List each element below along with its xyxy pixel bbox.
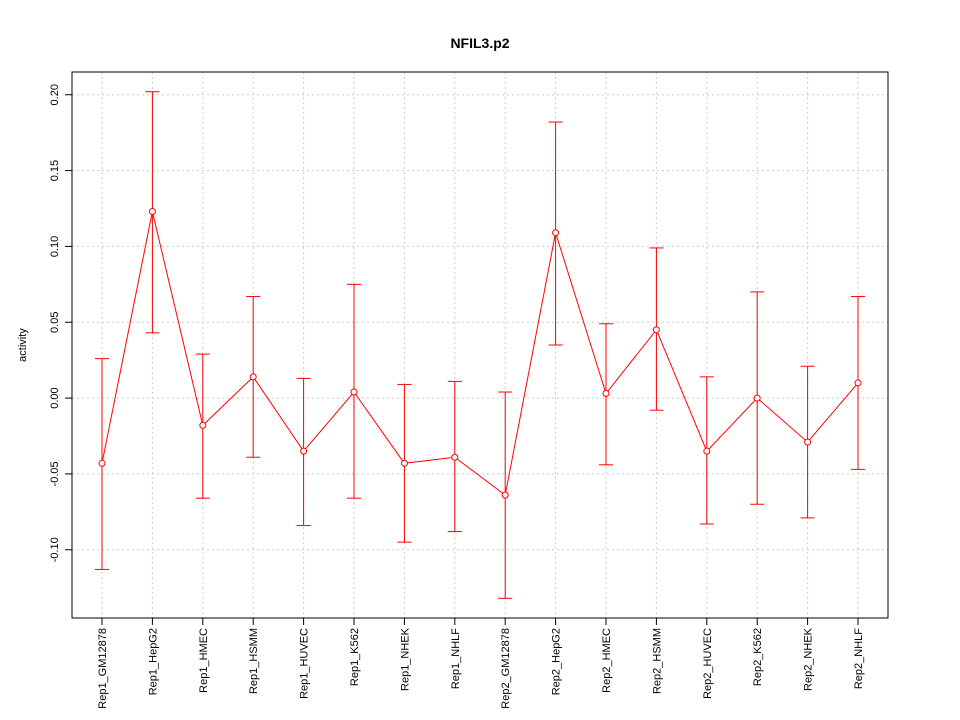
x-tick-label: Rep1_GM12878 [97, 628, 109, 709]
x-tick-label: Rep1_NHEK [399, 627, 411, 691]
x-tick-label: Rep2_HMEC [601, 628, 613, 693]
data-point [602, 390, 610, 398]
x-tick-label: Rep1_NHLF [450, 628, 462, 689]
x-tick-label: Rep1_HUVEC [299, 628, 311, 699]
data-point [753, 394, 761, 402]
x-tick-label: Rep1_K562 [349, 628, 361, 686]
data-point [249, 373, 257, 381]
grid [72, 72, 888, 618]
x-tick-label: Rep2_HSMM [651, 628, 663, 694]
y-tick-label: -0.05 [49, 461, 61, 486]
data-point [501, 491, 509, 499]
x-tick-label: Rep2_K562 [752, 628, 764, 686]
x-tick-label: Rep2_GM12878 [500, 628, 512, 709]
series-line [101, 211, 859, 497]
y-tick-label: 0.05 [49, 312, 61, 333]
data-point [804, 438, 812, 446]
x-tick-label: Rep2_HUVEC [702, 628, 714, 699]
x-tick-label: Rep1_HSMM [248, 628, 260, 694]
y-axis-label: activity [17, 328, 29, 362]
x-axis: Rep1_GM12878 Rep1_HepG2 Rep1_HMEC Rep1_HSMM… [97, 618, 865, 709]
y-tick-label: -0.10 [49, 537, 61, 562]
x-tick-label: Rep1_HepG2 [147, 628, 159, 695]
y-tick-label: 0.00 [49, 387, 61, 408]
data-point [652, 326, 660, 334]
data-point [854, 379, 862, 387]
y-axis: -0.10 -0.05 0.00 0.05 0.10 0.15 0.20 [49, 84, 72, 562]
y-tick-label: 0.10 [49, 236, 61, 257]
data-series [95, 91, 865, 599]
data-point [148, 208, 156, 216]
x-tick-label: Rep2_NHEK [803, 627, 815, 691]
data-point [98, 459, 106, 467]
data-point [703, 447, 711, 455]
x-tick-label: Rep1_HMEC [198, 628, 210, 693]
x-tick-label: Rep2_HepG2 [551, 628, 563, 695]
x-tick-label: Rep2_NHLF [853, 628, 865, 689]
chart-title: NFIL3.p2 [450, 35, 509, 51]
data-point [350, 388, 358, 396]
data-point [300, 447, 308, 455]
data-point [199, 421, 207, 429]
plot-frame [71, 71, 889, 619]
data-point [552, 229, 560, 237]
y-tick-label: 0.20 [49, 84, 61, 105]
data-point [400, 459, 408, 467]
data-point [451, 453, 459, 461]
y-tick-label: 0.15 [49, 160, 61, 181]
